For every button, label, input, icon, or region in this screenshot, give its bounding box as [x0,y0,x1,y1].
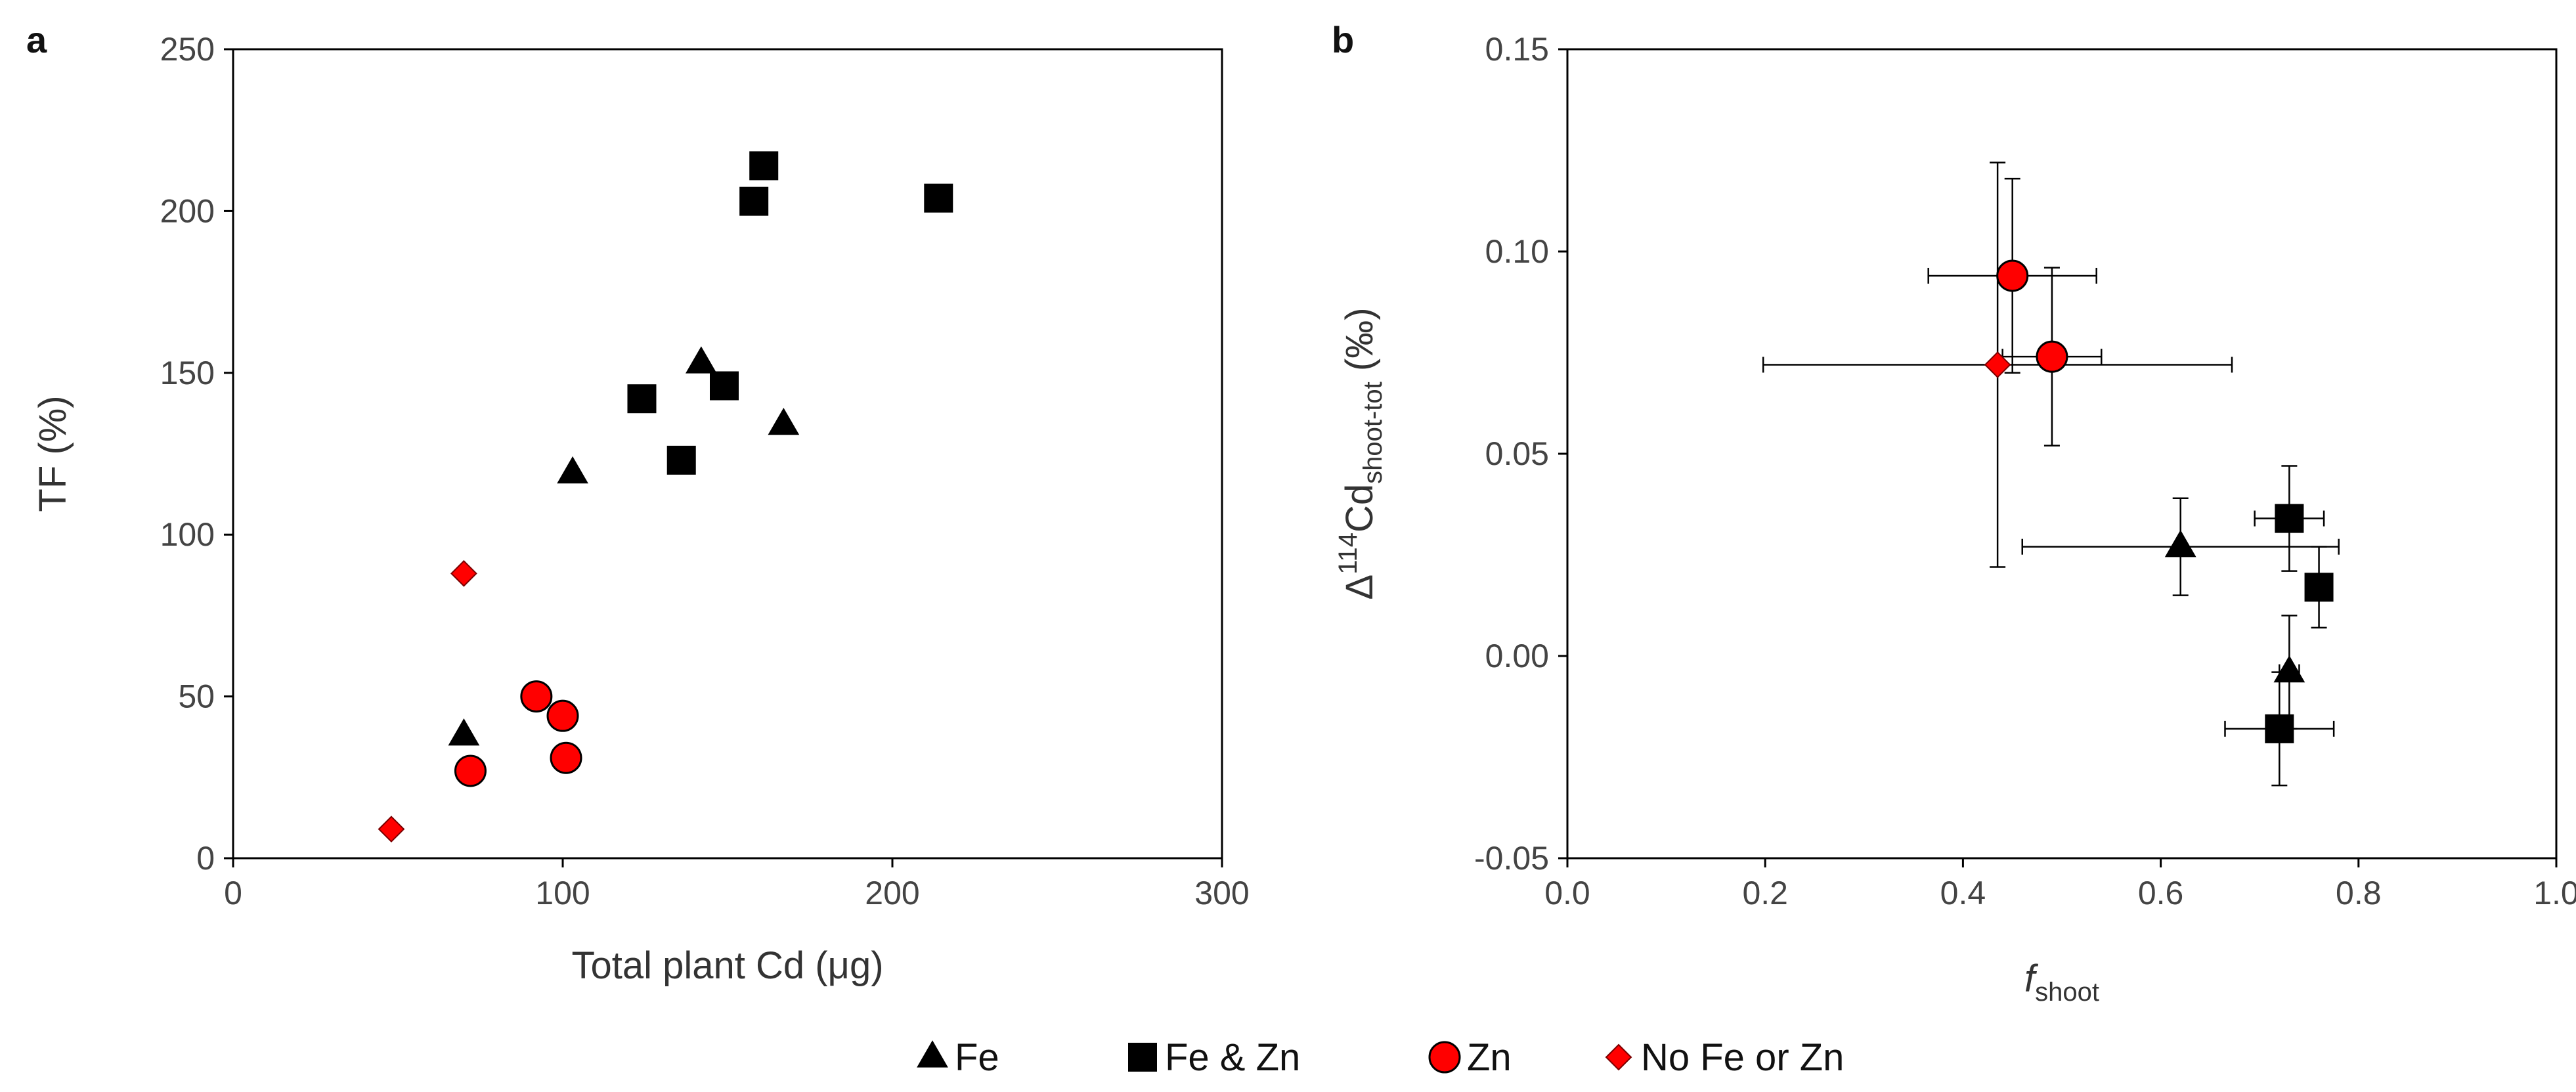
panel-a-x-tick-label: 100 [535,875,590,911]
panel-a-y-tick-label: 0 [196,840,215,877]
panel-b-data-points [1984,259,2334,743]
data-point-fe [448,718,480,746]
panel-a-y-tick-label: 50 [178,678,215,715]
data-point-fe [2164,529,2196,557]
panel-b-letter: b [1332,19,1354,60]
panel-a-x-tick-label: 200 [865,875,919,911]
data-point-fe [768,407,800,435]
panel-a-data-points [378,151,953,843]
data-point-fezn [749,151,779,181]
legend-diamond-icon [1605,1043,1632,1071]
data-point-none [450,559,477,587]
panel-b-error-bars [1762,162,2340,787]
panel-b-y-axis-title-sup: 114 [1334,533,1363,575]
panel-a-y-tick-label: 100 [160,516,215,553]
panel-b-y-tick-label: 0.15 [1485,31,1549,68]
panel-a-y-tick-label: 200 [160,192,215,229]
panel-b-y-tick-label: 0.05 [1485,435,1549,472]
data-point-fezn [739,186,769,216]
data-point-fezn [627,384,657,414]
data-point-fezn [924,183,953,213]
data-point-fe [557,456,588,484]
panel-b-x-tick-label: 0.0 [1544,875,1590,911]
panel-b-y-tick-label: 0.10 [1485,233,1549,270]
panel-b-y-axis-title-delta: Δ [1338,575,1381,600]
panel-a-y-ticks: 0 50 100 150 200 250 [160,31,233,877]
legend-item-zn: Zn [1428,1036,1512,1079]
data-point-zn [2036,340,2068,373]
panel-a-x-ticks: 0 100 200 300 [224,858,1250,911]
legend-item-fezn: Fe & Zn [1128,1036,1300,1079]
data-point-zn [1996,259,2029,292]
data-point-none [1984,351,2011,378]
data-point-zn [520,680,553,713]
panel-b-y-tick-label: -0.05 [1474,840,1549,877]
legend-square-icon [1128,1043,1157,1072]
data-point-none [378,816,405,843]
legend-label-fezn: Fe & Zn [1165,1036,1300,1079]
panel-b-x-ticks: 0.0 0.2 0.4 0.6 0.8 1.0 [1544,858,2576,911]
panel-b-x-tick-label: 0.8 [2336,875,2382,911]
panel-b-y-ticks: -0.05 0.00 0.05 0.10 0.15 [1474,31,1567,877]
legend-item-fe: Fe [917,1036,999,1079]
legend-item-none: No Fe or Zn [1605,1036,1844,1079]
data-point-zn [454,754,487,787]
panel-b-plot-area [1566,48,2558,860]
panel-b-y-axis-title-main: Cd [1338,484,1381,533]
panel-b-x-tick-label: 0.2 [1742,875,1788,911]
legend-triangle-icon [917,1040,948,1068]
panel-b-x-axis-title: fshoot [2024,957,2099,1007]
panel-a: a 0 100 200 300 0 50 100 150 200 250 Total plant… [26,19,1250,987]
legend-label-none: No Fe or Zn [1641,1036,1844,1079]
panel-a-x-tick-label: 300 [1194,875,1249,911]
data-point-zn [550,741,582,774]
panel-a-x-tick-label: 0 [224,875,242,911]
panel-b-y-axis-title-unit: (‰) [1338,307,1381,382]
data-point-fezn [2275,504,2304,533]
panel-b-y-tick-label: 0.00 [1485,638,1549,674]
panel-b-x-tick-label: 1.0 [2533,875,2576,911]
panel-a-y-tick-label: 250 [160,31,215,68]
panel-a-plot-area [232,48,1223,860]
panel-a-y-axis-title: TF (%) [32,395,74,512]
data-point-fezn [2304,573,2334,602]
legend-circle-icon [1428,1041,1461,1074]
panel-a-letter: a [26,19,47,60]
panel-b-y-axis-title: Δ114Cdshoot-tot (‰) [1334,307,1387,600]
panel-b-x-tick-label: 0.6 [2138,875,2184,911]
data-point-fezn [666,445,696,475]
data-point-fezn [709,371,739,401]
panel-b-x-axis-title-sub: shoot [2035,978,2099,1007]
legend: Fe Fe & Zn Zn No Fe or Zn [917,1036,1844,1079]
legend-label-zn: Zn [1467,1036,1512,1079]
panel-b: b 0.0 0.2 0.4 0.6 0.8 1.0 -0.05 0.00 0.05 0.10 0.… [1332,19,2576,1007]
panel-a-y-tick-label: 150 [160,355,215,391]
legend-label-fe: Fe [955,1036,999,1079]
panel-b-x-tick-label: 0.4 [1940,875,1986,911]
data-point-zn [546,699,579,732]
data-point-fe [2273,655,2305,683]
data-point-fe [685,346,717,374]
panel-a-x-axis-title: Total plant Cd (μg) [571,944,883,987]
panel-b-y-axis-title-sub: shoot-tot [1359,382,1387,484]
data-point-fezn [2265,714,2294,743]
